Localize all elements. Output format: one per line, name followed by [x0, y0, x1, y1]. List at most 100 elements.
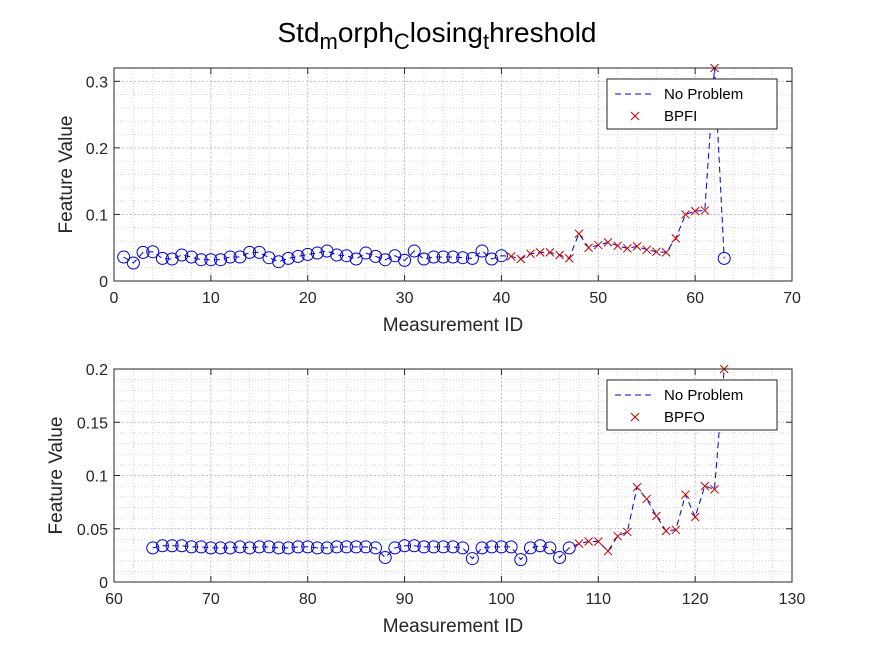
point-circle-86: [359, 540, 373, 554]
legend-label: No Problem: [664, 387, 743, 404]
point-circle-67: [175, 539, 189, 553]
point-x-43: [526, 249, 535, 259]
title-part-6: hreshold: [489, 17, 596, 48]
x-tick-label: 80: [299, 591, 317, 608]
point-x-115: [642, 494, 652, 504]
point-circle-5: [155, 251, 169, 265]
point-circle-27: [369, 249, 383, 263]
point-x-49: [584, 243, 593, 253]
x-tick-label: 100: [488, 591, 515, 608]
point-circle-32: [417, 252, 431, 266]
title-part-0: Std: [278, 17, 320, 48]
point-x-108: [574, 539, 584, 549]
point-circle-83: [330, 540, 344, 554]
point-x-42: [516, 254, 526, 264]
point-x-122: [710, 484, 719, 494]
point-circle-31: [407, 244, 421, 258]
legend-label: No Problem: [664, 86, 743, 103]
title-part-2: orph: [338, 17, 394, 48]
point-circle-74: [243, 541, 257, 555]
x-tick-label: 70: [202, 591, 220, 608]
axes-box: [113, 67, 793, 282]
point-circle-82: [320, 541, 334, 555]
x-tick-label: 120: [682, 591, 709, 608]
point-circle-88: [378, 551, 392, 565]
point-circle-1: [117, 250, 131, 264]
chart-title: StdmorphClosingthreshold: [278, 17, 597, 54]
point-circle-8: [184, 250, 198, 264]
point-circle-97: [465, 552, 479, 566]
point-circle-95: [446, 540, 460, 554]
point-x-56: [652, 247, 661, 257]
point-x-116: [652, 511, 661, 521]
x-tick-label: 20: [299, 290, 317, 307]
point-circle-17: [272, 255, 286, 269]
point-x-47: [564, 254, 574, 263]
point-circle-23: [330, 248, 344, 262]
point-circle-99: [485, 540, 499, 554]
point-circle-93: [427, 540, 441, 554]
point-circle-70: [204, 541, 218, 555]
point-circle-78: [281, 541, 295, 555]
point-circle-66: [165, 539, 179, 553]
point-circle-106: [553, 551, 567, 565]
title-part-5: t: [483, 29, 489, 54]
point-circle-80: [301, 540, 315, 554]
y-axis-label: Feature Value: [46, 417, 67, 535]
point-circle-33: [427, 250, 441, 264]
point-circle-36: [456, 251, 470, 265]
point-circle-84: [339, 540, 353, 554]
legend: No Problem BPFI: [606, 78, 778, 130]
point-x-57: [661, 248, 671, 257]
point-x-109: [584, 537, 593, 546]
point-x-111: [603, 546, 613, 556]
point-circle-103: [523, 541, 537, 555]
legend-label: BPFO: [664, 409, 705, 426]
point-circle-68: [184, 540, 198, 554]
point-x-114: [632, 482, 642, 492]
point-circle-24: [339, 249, 353, 263]
y-tick-label: 0.2: [86, 141, 108, 158]
point-circle-22: [320, 244, 334, 258]
point-circle-35: [446, 250, 460, 264]
series-line: [152, 368, 725, 561]
point-circle-79: [291, 540, 305, 554]
point-circle-30: [398, 253, 412, 267]
point-circle-34: [436, 250, 450, 264]
x-tick-label: 50: [589, 290, 607, 307]
point-circle-94: [436, 540, 450, 554]
point-circle-69: [194, 540, 208, 554]
point-circle-16: [262, 251, 276, 265]
point-x-113: [622, 527, 632, 537]
point-circle-9: [194, 253, 208, 267]
point-circle-105: [543, 541, 557, 555]
point-circle-96: [456, 541, 470, 555]
point-circle-3: [136, 245, 150, 259]
point-circle-28: [378, 253, 392, 267]
point-circle-85: [349, 540, 363, 554]
data-layer: [117, 64, 731, 270]
x-axis-label: Measurement ID: [383, 315, 523, 336]
point-x-46: [555, 250, 564, 260]
point-circle-104: [533, 539, 547, 553]
point-circle-76: [262, 540, 276, 554]
point-x-61: [700, 206, 710, 215]
point-circle-10: [204, 253, 218, 267]
subplot-1: 0 10 20 30 40 50 60 70 0 0.1 0.2 0.3 Measurement ID F…: [56, 64, 801, 336]
y-tick-label: 0.2: [86, 362, 108, 379]
point-circle-102: [514, 553, 528, 567]
point-circle-4: [146, 245, 160, 259]
y-axis-label: Feature Value: [56, 116, 77, 234]
point-circle-25: [349, 252, 363, 266]
point-circle-75: [252, 540, 266, 554]
point-circle-2: [126, 256, 140, 270]
title-part-4: losing: [410, 17, 483, 48]
x-tick-label: 60: [686, 290, 704, 307]
point-circle-100: [494, 540, 508, 554]
point-circle-92: [417, 540, 431, 554]
point-x-58: [671, 234, 681, 243]
point-circle-20: [301, 247, 315, 261]
point-circle-72: [223, 541, 237, 555]
point-x-50: [593, 240, 603, 250]
point-circle-6: [165, 252, 179, 266]
